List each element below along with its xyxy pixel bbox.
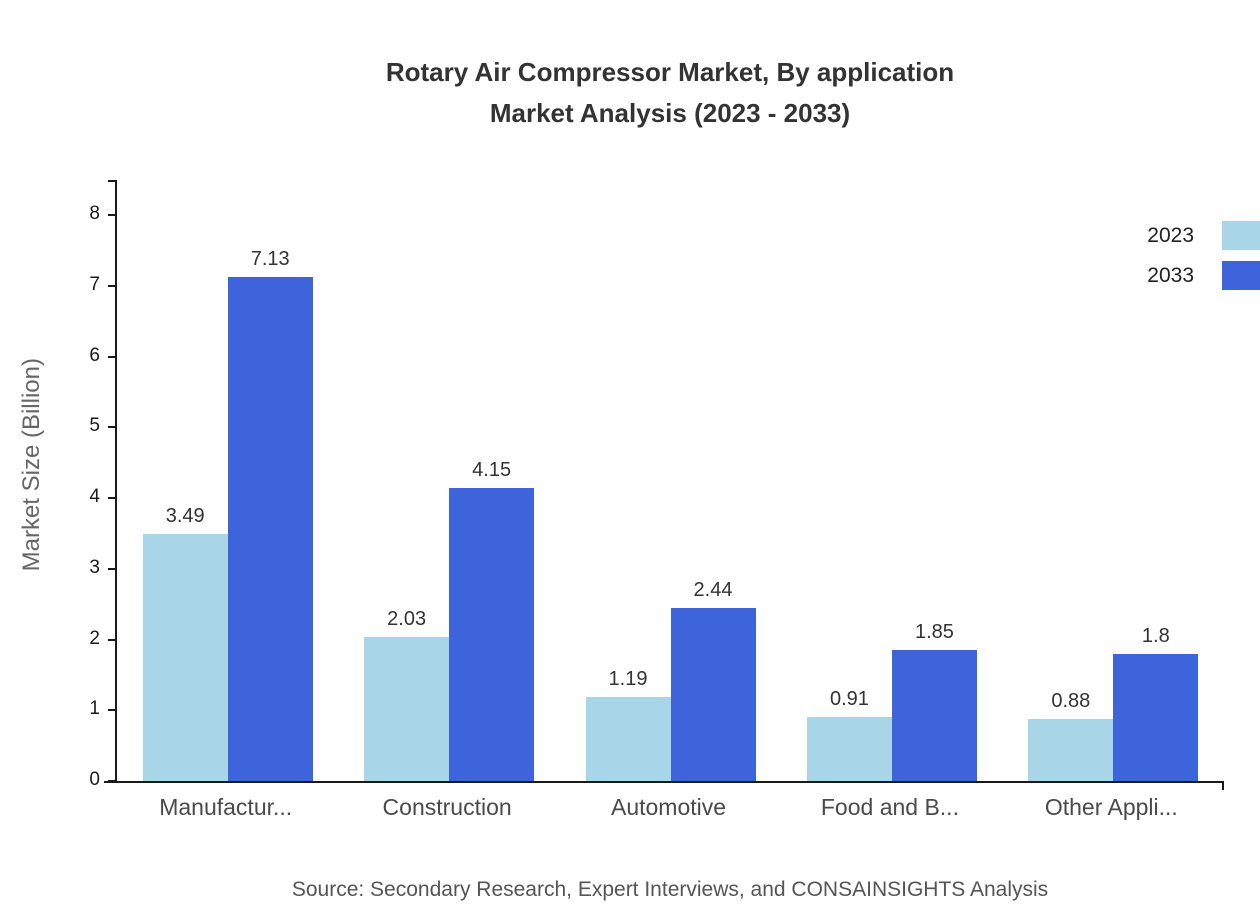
legend: 2023 2033	[1147, 221, 1260, 301]
bar-2023	[142, 534, 228, 781]
legend-label-2023: 2023	[1147, 223, 1194, 247]
y-tick-mark	[108, 497, 115, 500]
x-tick-label: Construction	[382, 794, 512, 820]
y-tick-mark	[108, 285, 115, 288]
bar-2033	[449, 488, 535, 781]
bar-value-label: 7.13	[250, 248, 290, 270]
legend-item-2033: 2033	[1147, 261, 1260, 290]
bar-wrap-2033: 1.85	[891, 621, 977, 781]
y-tick-label: 0	[89, 769, 100, 790]
y-tick-label: 1	[89, 698, 100, 720]
chart-title: Rotary Air Compressor Market, By applica…	[80, 52, 1260, 134]
y-tick-label: 7	[89, 274, 100, 296]
y-tick-mark	[108, 567, 115, 570]
bar-value-label: 3.49	[165, 505, 205, 527]
x-tick-label: Automotive	[610, 794, 727, 820]
bar-wrap-2023: 3.49	[142, 505, 228, 781]
bar-group: 1.19 2.44	[560, 579, 781, 781]
bar-2023	[1028, 719, 1114, 781]
bar-2033	[891, 650, 977, 781]
bar-value-label: 1.85	[914, 621, 954, 643]
y-tick-mark	[108, 709, 115, 712]
bar-2023	[364, 637, 450, 781]
x-axis-labels: Manufactur... Construction Automotive Food …	[115, 794, 1222, 821]
chart-title-line1: Rotary Air Compressor Market, By applica…	[385, 57, 955, 87]
legend-label-2033: 2033	[1147, 263, 1194, 287]
bar-groups: 3.49 7.13 2.03 4.15 1.19 2.44 0.91 1.85 0.88 1.8	[117, 180, 1224, 781]
bar-group: 0.91 1.85	[781, 621, 1002, 781]
bar-group: 2.03 4.15	[338, 459, 559, 781]
bar-wrap-2023: 2.03	[364, 608, 450, 781]
bar-wrap-2033: 7.13	[227, 248, 313, 781]
bar-value-label: 2.03	[387, 608, 427, 630]
bar-value-label: 4.15	[472, 459, 512, 481]
bar-2033	[227, 277, 313, 781]
plot-area: 3.49 7.13 2.03 4.15 1.19 2.44 0.91 1.85 0.88 1.8 …	[89, 180, 1224, 790]
bar-wrap-2023: 1.19	[585, 668, 671, 781]
bar-group: 0.88 1.8	[1003, 625, 1224, 781]
bar-2023	[585, 697, 671, 781]
bar-value-label: 0.88	[1051, 690, 1091, 712]
y-axis-label: Market Size (Billion)	[18, 358, 45, 572]
bar-value-label: 1.19	[608, 668, 648, 690]
x-tick-label: Manufactur...	[159, 794, 293, 820]
legend-swatch-2023	[1222, 221, 1260, 250]
y-axis-endcap	[108, 180, 115, 182]
bar-2033	[1113, 654, 1199, 781]
chart-title-line2: Market Analysis (2023 - 2033)	[489, 98, 851, 128]
legend-swatch-2033	[1222, 261, 1260, 290]
bar-group: 3.49 7.13	[117, 248, 338, 781]
bar-2023	[806, 717, 892, 781]
y-tick-mark	[108, 780, 115, 782]
y-tick-mark	[108, 355, 115, 358]
y-tick-mark	[108, 214, 115, 217]
x-tick-label: Other Appli...	[1044, 794, 1178, 820]
bar-value-label: 2.44	[693, 579, 733, 601]
y-tick-label: 5	[89, 415, 100, 437]
x-tick-label: Food and B...	[820, 794, 959, 820]
legend-item-2023: 2023	[1147, 221, 1260, 250]
bar-wrap-2033: 4.15	[449, 459, 535, 781]
y-tick-label: 6	[89, 344, 100, 366]
y-tick-label: 3	[89, 556, 100, 578]
bar-2033	[670, 608, 756, 781]
y-tick-label: 2	[89, 627, 100, 649]
bar-wrap-2033: 2.44	[670, 579, 756, 781]
source-note: Source: Secondary Research, Expert Inter…	[291, 878, 1049, 901]
bar-value-label: 0.91	[829, 688, 869, 710]
y-tick-label: 4	[89, 486, 100, 508]
y-tick-mark	[108, 426, 115, 429]
y-tick-mark	[108, 638, 115, 641]
y-tick-label: 8	[89, 203, 100, 225]
bar-wrap-2033: 1.8	[1113, 625, 1199, 781]
bar-value-label: 1.8	[1141, 625, 1170, 647]
bar-wrap-2023: 0.91	[806, 688, 892, 781]
bar-wrap-2023: 0.88	[1028, 690, 1114, 781]
